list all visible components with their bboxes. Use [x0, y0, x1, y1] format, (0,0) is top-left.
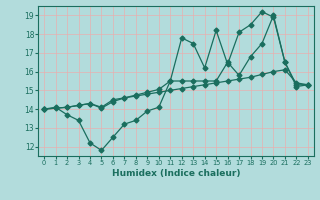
X-axis label: Humidex (Indice chaleur): Humidex (Indice chaleur) — [112, 169, 240, 178]
